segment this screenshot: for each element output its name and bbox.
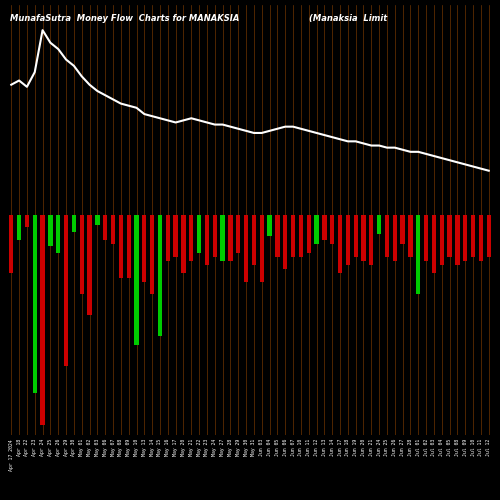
Bar xyxy=(158,215,162,336)
Bar xyxy=(150,215,154,294)
Bar xyxy=(306,215,311,252)
Bar xyxy=(95,215,100,225)
Bar xyxy=(174,215,178,256)
Bar xyxy=(40,215,44,424)
Bar xyxy=(236,215,240,252)
Bar xyxy=(142,215,146,282)
Bar xyxy=(471,215,475,256)
Bar xyxy=(432,215,436,274)
Bar xyxy=(126,215,131,278)
Bar xyxy=(346,215,350,265)
Bar xyxy=(25,215,29,228)
Bar xyxy=(330,215,334,244)
Bar xyxy=(314,215,318,244)
Bar xyxy=(479,215,483,261)
Bar xyxy=(377,215,382,234)
Bar xyxy=(291,215,295,256)
Bar xyxy=(385,215,389,256)
Bar xyxy=(212,215,217,256)
Bar xyxy=(205,215,209,265)
Bar xyxy=(408,215,412,256)
Text: (Manaksia  Limit: (Manaksia Limit xyxy=(309,14,387,22)
Bar xyxy=(354,215,358,256)
Bar xyxy=(424,215,428,261)
Bar xyxy=(322,215,326,240)
Bar xyxy=(392,215,397,261)
Bar xyxy=(486,215,491,256)
Bar xyxy=(111,215,115,244)
Bar xyxy=(17,215,21,240)
Bar xyxy=(362,215,366,261)
Bar xyxy=(48,215,52,246)
Bar xyxy=(134,215,138,345)
Bar xyxy=(448,215,452,256)
Bar xyxy=(56,215,60,252)
Bar xyxy=(260,215,264,282)
Bar xyxy=(456,215,460,265)
Text: MunafaSutra  Money Flow  Charts for MANAKSIA: MunafaSutra Money Flow Charts for MANAKS… xyxy=(10,14,239,22)
Bar xyxy=(72,215,76,232)
Bar xyxy=(220,215,225,261)
Bar xyxy=(64,215,68,366)
Bar xyxy=(88,215,92,316)
Bar xyxy=(244,215,248,282)
Bar xyxy=(369,215,374,265)
Bar xyxy=(416,215,420,294)
Bar xyxy=(440,215,444,265)
Bar xyxy=(9,215,14,274)
Bar xyxy=(80,215,84,294)
Bar xyxy=(228,215,232,261)
Bar xyxy=(275,215,280,256)
Bar xyxy=(268,215,272,236)
Bar xyxy=(197,215,202,252)
Bar xyxy=(32,215,37,393)
Bar xyxy=(400,215,405,244)
Bar xyxy=(338,215,342,274)
Bar xyxy=(103,215,108,240)
Bar xyxy=(283,215,288,270)
Bar xyxy=(298,215,303,256)
Bar xyxy=(463,215,468,261)
Bar xyxy=(182,215,186,274)
Bar xyxy=(118,215,123,278)
Bar xyxy=(189,215,194,261)
Bar xyxy=(252,215,256,265)
Bar xyxy=(166,215,170,261)
